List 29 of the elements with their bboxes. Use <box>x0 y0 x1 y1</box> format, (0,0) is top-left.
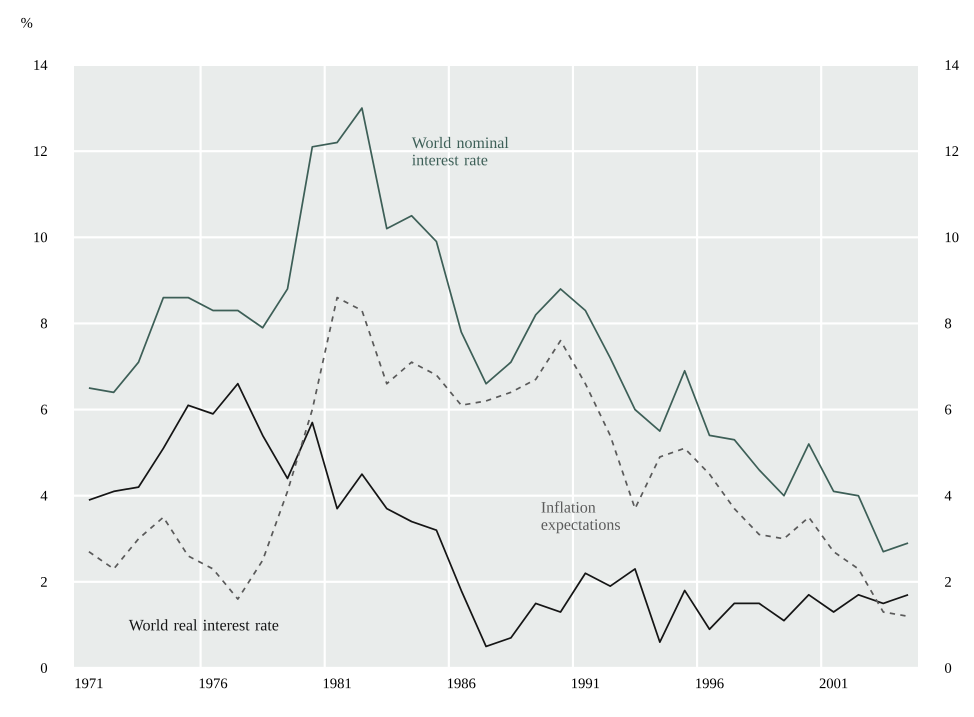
text: World nominal interest rate <box>412 136 508 166</box>
line-series <box>88 382 909 648</box>
y-tick-label: 8 <box>40 318 48 328</box>
y2-tick-label: 0 <box>944 663 952 673</box>
y2-tick-label: 8 <box>944 318 952 328</box>
y-tick-label: 4 <box>40 490 48 501</box>
y2-tick-label: 10 <box>946 232 958 242</box>
y2-tick-label: 14 <box>946 60 959 70</box>
y-tick-label: 6 <box>40 404 48 414</box>
y-tick-label: 14 <box>34 60 48 70</box>
x-tick-label: 1996 <box>696 678 724 688</box>
x-tick-label: 1976 <box>200 678 228 688</box>
x-tick-label: 1981 <box>324 678 351 688</box>
y2-tick-label: 6 <box>945 404 952 414</box>
y-tick-label: 0 <box>40 663 48 673</box>
line-series <box>88 107 909 553</box>
x-tick-label: 1991 <box>572 678 600 688</box>
y2-tick-label: 4 <box>944 490 952 501</box>
y-tick-label: 10 <box>34 232 48 242</box>
y-axis-title: % <box>21 18 32 28</box>
y2-tick-label: 12 <box>946 146 958 156</box>
series-label: Inflation expectations <box>541 501 620 534</box>
x-tick-label: 1986 <box>448 678 476 688</box>
y-tick-label: 12 <box>34 146 47 156</box>
x-tick-label: 2001 <box>820 678 848 688</box>
y-tick-label: 2 <box>40 577 47 587</box>
x-tick-label: 1971 <box>76 678 103 688</box>
y2-tick-label: 2 <box>945 577 951 587</box>
text: World real interest rate <box>128 619 278 631</box>
